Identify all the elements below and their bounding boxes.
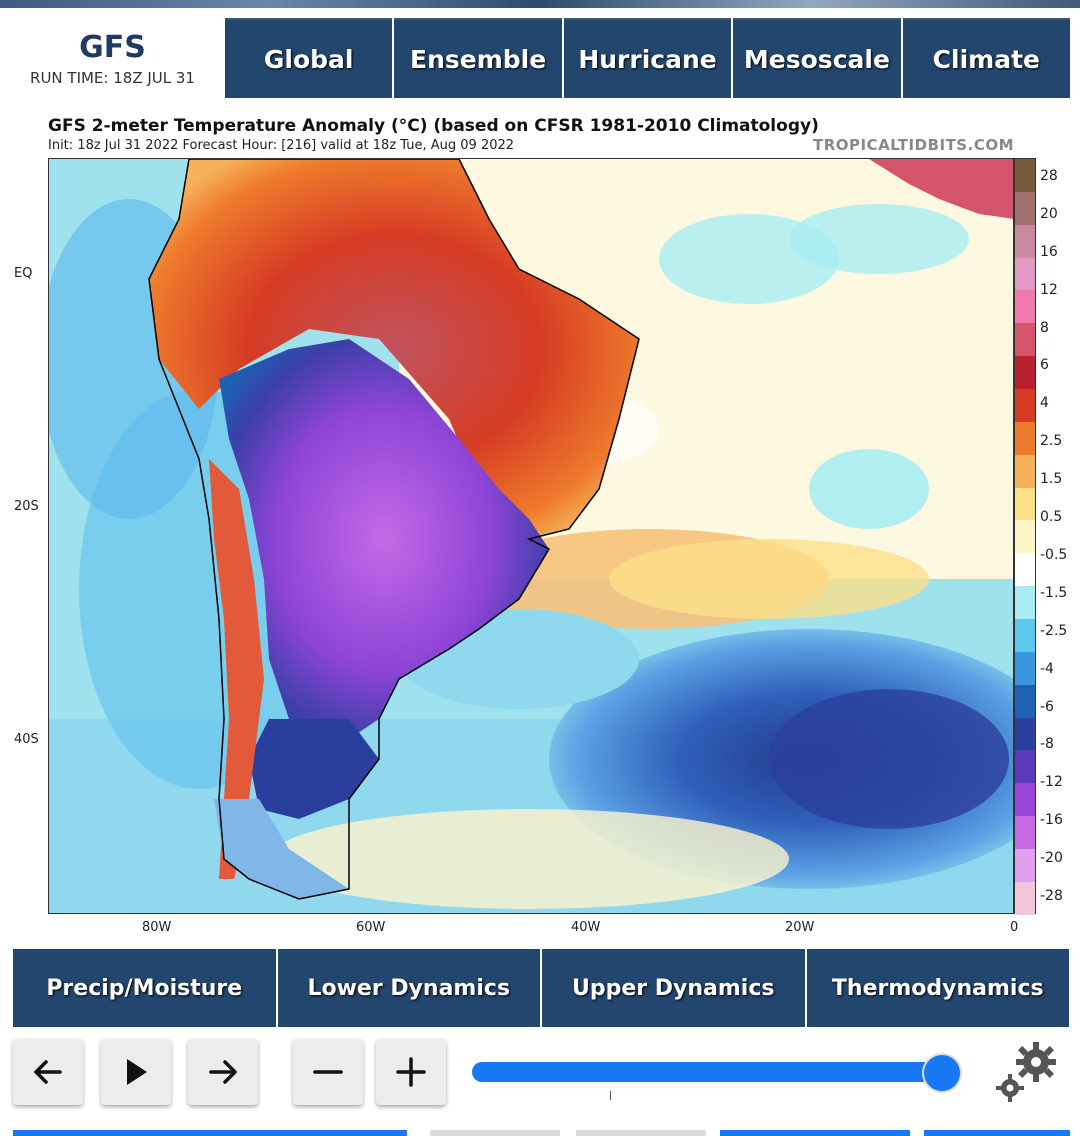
nav-lower-dynamics[interactable]: Lower Dynamics	[277, 949, 540, 1027]
colorbar-segment	[1015, 191, 1035, 225]
gear-icon	[996, 1042, 1056, 1102]
map-title: GFS 2-meter Temperature Anomaly (°C) (ba…	[48, 116, 819, 136]
lat-label-20s: 20S	[14, 499, 39, 514]
colorbar-label: 2.5	[1040, 433, 1063, 450]
top-banner-strip	[0, 0, 1080, 8]
lon-label-80w: 80W	[142, 920, 172, 935]
zoom-out-button[interactable]	[293, 1039, 363, 1105]
colorbar-label: -28	[1040, 888, 1063, 904]
frame-slider-knob[interactable]	[922, 1053, 962, 1093]
nav-precip-moisture[interactable]: Precip/Moisture	[13, 949, 276, 1027]
lon-label-60w: 60W	[356, 920, 386, 935]
nav-upper-dynamics[interactable]: Upper Dynamics	[542, 949, 805, 1027]
nav-climate[interactable]: Climate	[902, 18, 1071, 98]
bottom-bar-3	[576, 1130, 706, 1136]
plus-icon	[396, 1057, 426, 1087]
bottom-bar-2	[430, 1130, 560, 1136]
colorbar-segment	[1015, 520, 1035, 554]
colorbar-segment	[1015, 881, 1035, 915]
next-frame-button[interactable]	[188, 1039, 258, 1105]
colorbar-segment	[1015, 651, 1035, 685]
colorbar-segment	[1015, 421, 1035, 455]
colorbar-segment	[1015, 684, 1035, 718]
colorbar-segment	[1015, 586, 1035, 620]
colorbar-label: 0.5	[1040, 509, 1063, 526]
map-graphic	[49, 159, 1013, 913]
colorbar-label: -6	[1040, 698, 1054, 715]
arrow-left-icon	[34, 1060, 62, 1084]
lon-label-0: 0	[1010, 920, 1019, 935]
colorbar	[1014, 158, 1036, 915]
colorbar-label: 8	[1040, 319, 1049, 336]
colorbar-segment	[1015, 717, 1035, 751]
minus-icon	[313, 1070, 343, 1074]
colorbar-label: -12	[1040, 774, 1063, 791]
settings-button[interactable]	[992, 1040, 1062, 1106]
colorbar-label: -1.5	[1040, 584, 1068, 601]
colorbar-segment	[1015, 356, 1035, 390]
lon-label-40w: 40W	[571, 920, 601, 935]
colorbar-label: -4	[1040, 660, 1054, 677]
run-time: RUN TIME: 18Z JUL 31	[30, 69, 195, 87]
bottom-nav: Precip/Moisture Lower Dynamics Upper Dyn…	[13, 949, 1069, 1027]
bottom-bar-4	[720, 1130, 910, 1136]
nav-thermodynamics[interactable]: Thermodynamics	[806, 949, 1069, 1027]
model-name: GFS	[79, 30, 146, 65]
colorbar-label: 20	[1040, 205, 1058, 222]
colorbar-label: -20	[1040, 850, 1063, 867]
map-subtitle: Init: 18z Jul 31 2022 Forecast Hour: [21…	[48, 138, 515, 153]
colorbar-segment	[1015, 849, 1035, 882]
top-nav: Global Ensemble Hurricane Mesoscale Clim…	[225, 18, 1071, 98]
colorbar-label: 1.5	[1040, 471, 1063, 488]
colorbar-label: -2.5	[1040, 622, 1068, 639]
colorbar-segment	[1015, 454, 1035, 488]
colorbar-segment	[1015, 750, 1035, 784]
model-brand: GFS RUN TIME: 18Z JUL 31	[0, 18, 225, 98]
colorbar-segment	[1015, 487, 1035, 521]
colorbar-segment	[1015, 783, 1035, 817]
play-icon	[127, 1059, 147, 1085]
colorbar-label: -0.5	[1040, 546, 1068, 563]
colorbar-label: -8	[1040, 736, 1054, 753]
colorbar-label: 12	[1040, 281, 1058, 298]
bottom-bar-5	[924, 1130, 1070, 1136]
colorbar-label: 28	[1040, 168, 1058, 184]
colorbar-label: 6	[1040, 357, 1049, 374]
lat-label-40s: 40S	[14, 732, 39, 747]
slider-tick	[610, 1091, 611, 1100]
colorbar-segment	[1015, 389, 1035, 422]
colorbar-segment	[1015, 257, 1035, 291]
nav-hurricane[interactable]: Hurricane	[563, 18, 732, 98]
lon-label-20w: 20W	[785, 920, 815, 935]
colorbar-segment	[1015, 224, 1035, 258]
arrow-right-icon	[209, 1060, 237, 1084]
map-credit: TROPICALTIDBITS.COM	[813, 136, 1014, 154]
colorbar-label: -16	[1040, 812, 1063, 829]
play-button[interactable]	[101, 1039, 171, 1105]
nav-ensemble[interactable]: Ensemble	[394, 18, 562, 98]
nav-global[interactable]: Global	[225, 18, 393, 98]
lat-label-eq: EQ	[14, 266, 33, 281]
temperature-anomaly-map[interactable]	[48, 158, 1014, 914]
colorbar-segment	[1015, 619, 1035, 652]
colorbar-segment	[1015, 159, 1035, 192]
colorbar-segment	[1015, 816, 1035, 850]
colorbar-segment	[1015, 323, 1035, 357]
frame-slider-track[interactable]	[472, 1062, 962, 1082]
nav-mesoscale[interactable]: Mesoscale	[733, 18, 901, 98]
colorbar-segment	[1015, 553, 1035, 587]
zoom-in-button[interactable]	[376, 1039, 446, 1105]
colorbar-segment	[1015, 290, 1035, 324]
previous-frame-button[interactable]	[13, 1039, 83, 1105]
colorbar-label: 16	[1040, 243, 1058, 260]
colorbar-label: 4	[1040, 395, 1049, 412]
bottom-bar-1	[13, 1130, 407, 1136]
